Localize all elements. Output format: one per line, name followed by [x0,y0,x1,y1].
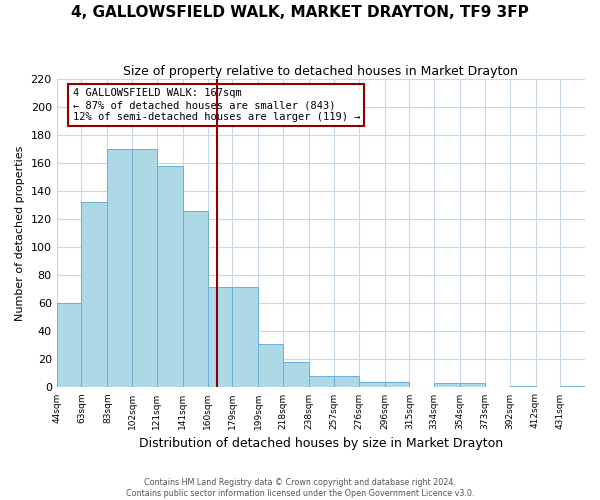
Text: Contains HM Land Registry data © Crown copyright and database right 2024.
Contai: Contains HM Land Registry data © Crown c… [126,478,474,498]
Bar [560,386,585,388]
Title: Size of property relative to detached houses in Market Drayton: Size of property relative to detached ho… [124,65,518,78]
Bar [183,211,208,388]
Bar [107,149,132,388]
Bar [509,386,536,388]
X-axis label: Distribution of detached houses by size in Market Drayton: Distribution of detached houses by size … [139,437,503,450]
Bar [334,376,359,388]
Bar [157,166,183,388]
Bar [434,383,460,388]
Text: 4 GALLOWSFIELD WALK: 167sqm
← 87% of detached houses are smaller (843)
12% of se: 4 GALLOWSFIELD WALK: 167sqm ← 87% of det… [73,88,360,122]
Bar [460,383,485,388]
Bar [208,286,232,388]
Bar [132,149,157,388]
Bar [309,376,334,388]
Bar [385,382,409,388]
Bar [283,362,309,388]
Bar [359,382,385,388]
Bar [259,344,283,388]
Bar [56,304,82,388]
Bar [232,286,259,388]
Text: 4, GALLOWSFIELD WALK, MARKET DRAYTON, TF9 3FP: 4, GALLOWSFIELD WALK, MARKET DRAYTON, TF… [71,5,529,20]
Y-axis label: Number of detached properties: Number of detached properties [15,146,25,321]
Bar [82,202,107,388]
